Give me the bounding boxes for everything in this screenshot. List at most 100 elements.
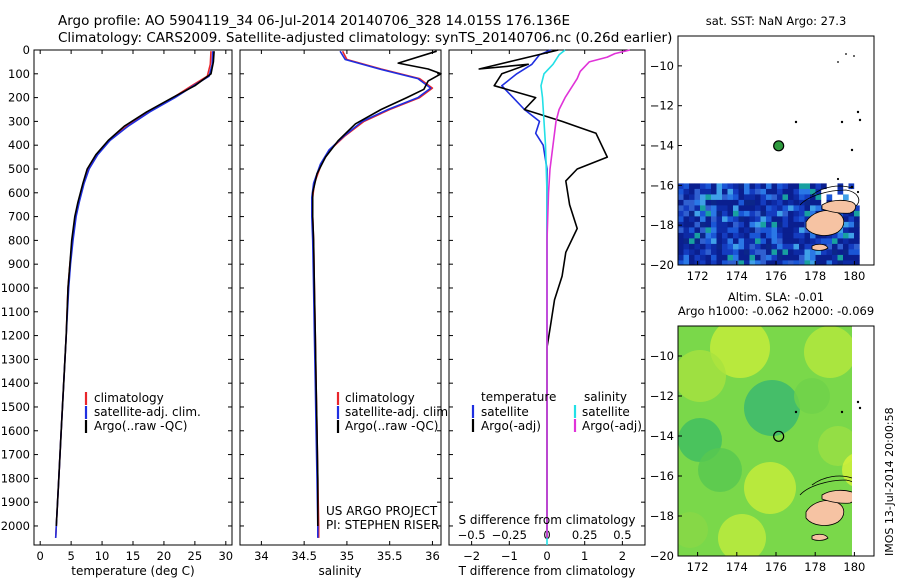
sst-cell <box>711 194 717 201</box>
sst-cell <box>705 238 712 245</box>
sst-cell <box>793 254 800 261</box>
sst-cell <box>755 205 761 212</box>
sst-cell <box>815 188 822 195</box>
sst-cell <box>700 260 706 265</box>
pi-annotation: PI: STEPHEN RISER <box>326 518 439 532</box>
sst-cell <box>788 194 794 201</box>
reef-dot <box>794 120 798 124</box>
sst-cell <box>711 210 717 217</box>
x-tick-label: 30 <box>218 549 233 563</box>
sst-cell <box>716 205 723 212</box>
sst-cell <box>837 238 844 245</box>
sst-cell <box>804 243 811 250</box>
sst-cell <box>711 221 717 228</box>
sst-cell <box>738 183 745 190</box>
sst-cell <box>683 227 690 234</box>
sst-cell <box>683 183 690 190</box>
sst-cell <box>799 210 805 217</box>
sst-cell <box>716 238 723 245</box>
y-tick-label: 200 <box>8 91 30 105</box>
sst-cell <box>777 254 783 261</box>
sst-cell <box>755 260 761 265</box>
series-line-argo <box>55 51 215 527</box>
sst-cell <box>694 243 701 250</box>
sst-cell <box>793 199 800 206</box>
sst-cell <box>722 205 728 212</box>
sst-cell <box>766 210 772 217</box>
sst-cell <box>799 243 805 250</box>
salinity-legend: climatology satellite-adj. clim. Argo(..… <box>336 391 452 433</box>
sst-cell <box>848 210 855 217</box>
sst-cell <box>848 238 855 245</box>
x2-tick-label: −0.5 <box>458 528 486 542</box>
sst-cell <box>815 205 822 212</box>
sst-cell <box>738 249 745 256</box>
sst-cell <box>766 227 772 234</box>
sst-cell <box>738 221 745 228</box>
sst-cell <box>804 183 811 190</box>
sst-cell <box>843 210 849 217</box>
sst-cell <box>854 227 860 234</box>
sst-cell <box>782 221 789 228</box>
sst-cell <box>711 260 717 265</box>
sst-cell <box>683 232 690 239</box>
sst-cell <box>782 238 789 245</box>
sst-cell <box>700 188 706 195</box>
sst-cell <box>722 194 728 201</box>
sst-cell <box>744 232 750 239</box>
sst-cell <box>788 254 794 261</box>
y-tick-label: 400 <box>8 138 30 152</box>
sst-cell <box>788 210 794 217</box>
sst-cell <box>755 210 761 217</box>
sst-cell <box>810 238 816 245</box>
t-difference-label: T difference from climatology <box>458 564 636 578</box>
sst-cell <box>744 260 750 265</box>
map-y-tick-label: −16 <box>650 469 674 483</box>
sst-cell <box>705 249 712 256</box>
sst-cell <box>788 243 794 250</box>
sst-cell <box>749 249 756 256</box>
imos-timestamp: IMOS 13-Jul-2014 20:00:58 <box>883 407 896 556</box>
reef-dot <box>853 55 855 57</box>
sst-cell <box>771 188 778 195</box>
sst-cell <box>782 260 789 265</box>
sst-cell <box>782 227 789 234</box>
sst-cell <box>738 238 745 245</box>
sst-cell <box>716 216 723 223</box>
sst-cell <box>777 183 783 190</box>
sst-cell <box>738 194 745 201</box>
sst-cell <box>683 194 690 201</box>
sst-cell <box>837 210 844 217</box>
sla-island-south <box>811 533 829 541</box>
legend-argo: Argo(..raw -QC) <box>94 419 187 433</box>
sst-cell <box>733 210 739 217</box>
sst-cell <box>760 199 767 206</box>
sst-cell <box>793 216 800 223</box>
sst-cell <box>705 199 712 206</box>
sst-cell <box>826 238 833 245</box>
sst-cell <box>749 199 756 206</box>
series-line-salinity-argo-adj- <box>546 49 631 538</box>
sla-blob <box>744 380 800 436</box>
salinity-panel: 34 34.5 35 35.5 36 climatology satellite-adj… <box>239 49 452 578</box>
sst-cell <box>700 254 706 261</box>
sst-cell <box>799 238 805 245</box>
sst-cell <box>694 199 701 206</box>
sst-cell <box>804 199 811 206</box>
sst-cell <box>804 232 811 239</box>
sst-cell <box>837 260 844 265</box>
sst-cell <box>733 227 739 234</box>
sst-cell <box>799 260 805 265</box>
sst-cell <box>854 232 860 239</box>
sst-cell <box>804 188 811 195</box>
sst-cell <box>793 243 800 250</box>
sst-cell <box>771 183 778 190</box>
sst-cell <box>837 254 844 261</box>
sst-cell <box>777 216 783 223</box>
sst-cell <box>788 227 794 234</box>
sst-cell <box>711 199 717 206</box>
sst-cell <box>733 188 739 195</box>
sst-cell <box>826 254 833 261</box>
sst-cell <box>716 210 723 217</box>
sst-cell <box>733 194 739 201</box>
